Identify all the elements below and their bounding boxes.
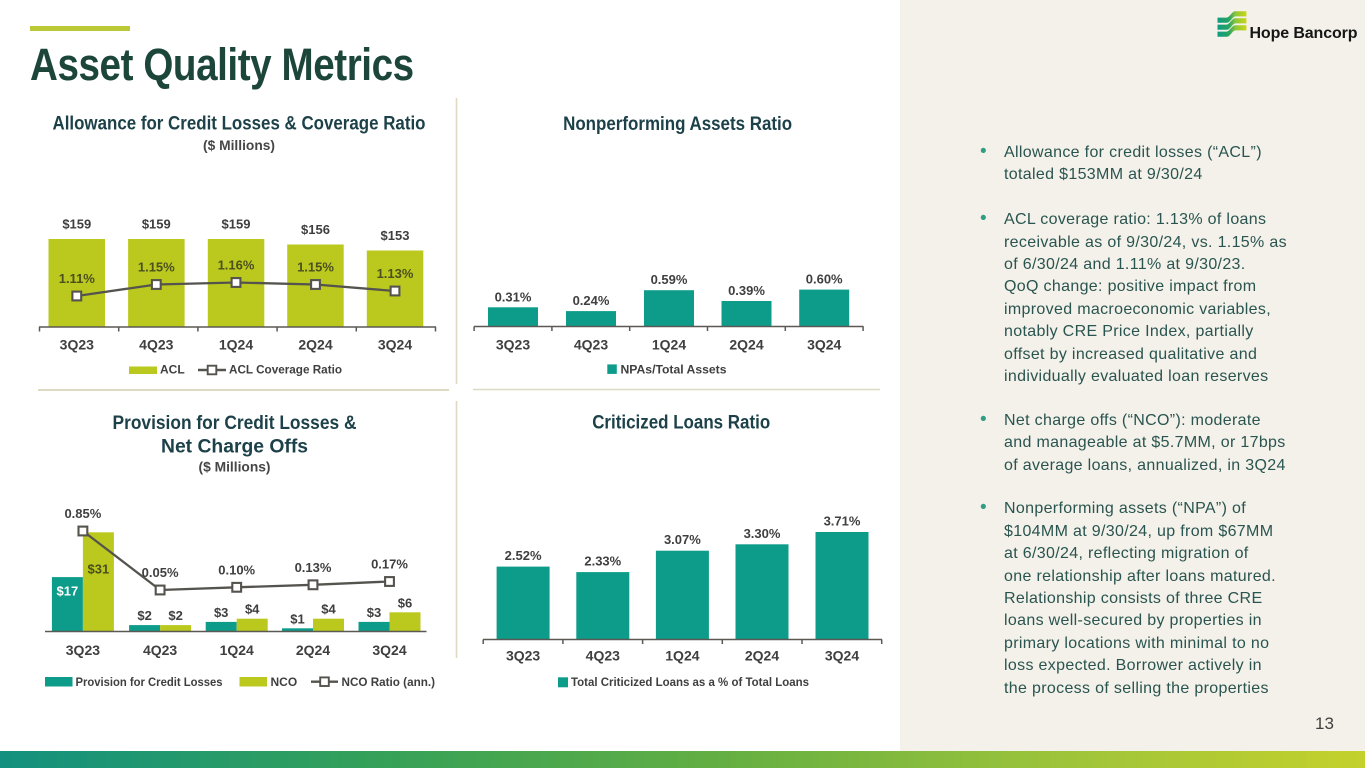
svg-text:0.31%: 0.31%	[495, 289, 532, 304]
svg-text:1.15%: 1.15%	[297, 259, 334, 274]
svg-text:2.33%: 2.33%	[584, 554, 621, 569]
svg-text:3Q23: 3Q23	[506, 648, 540, 664]
svg-text:$159: $159	[62, 217, 91, 232]
svg-text:($ Millions): ($ Millions)	[199, 460, 271, 475]
svg-text:0.05%: 0.05%	[142, 565, 179, 580]
svg-text:0.10%: 0.10%	[218, 562, 255, 577]
svg-text:0.39%: 0.39%	[728, 283, 765, 298]
svg-text:ACL: ACL	[160, 363, 185, 377]
svg-text:Provision for Credit Losses: Provision for Credit Losses	[76, 675, 223, 689]
svg-text:2.52%: 2.52%	[505, 548, 542, 563]
svg-text:1.16%: 1.16%	[218, 257, 255, 272]
svg-text:Nonperforming Assets Ratio: Nonperforming Assets Ratio	[563, 114, 792, 135]
svg-text:0.17%: 0.17%	[371, 557, 408, 572]
svg-text:2Q24: 2Q24	[298, 337, 332, 353]
svg-text:$156: $156	[301, 222, 330, 237]
svg-text:$1: $1	[290, 611, 304, 626]
svg-text:2Q24: 2Q24	[296, 642, 330, 658]
svg-text:1Q24: 1Q24	[220, 642, 254, 658]
svg-text:($ Millions): ($ Millions)	[203, 138, 275, 153]
svg-text:Allowance for Credit Losses &: Allowance for Credit Losses & Coverage R…	[53, 114, 426, 135]
svg-text:NPAs/Total Assets: NPAs/Total Assets	[621, 363, 727, 377]
svg-text:Net Charge Offs: Net Charge Offs	[161, 437, 308, 458]
svg-text:0.60%: 0.60%	[806, 272, 843, 287]
svg-text:2Q24: 2Q24	[729, 337, 763, 353]
svg-text:0.13%: 0.13%	[295, 560, 332, 575]
svg-text:4Q23: 4Q23	[139, 337, 173, 353]
svg-text:$4: $4	[245, 602, 260, 617]
svg-text:4Q23: 4Q23	[143, 642, 177, 658]
svg-text:4Q23: 4Q23	[586, 648, 620, 664]
svg-text:$17: $17	[57, 584, 79, 599]
svg-text:1.15%: 1.15%	[138, 259, 175, 274]
svg-text:3Q24: 3Q24	[825, 648, 859, 664]
svg-text:$159: $159	[222, 217, 251, 232]
svg-text:$3: $3	[367, 605, 381, 620]
svg-text:Total Criticized Loans as a %: Total Criticized Loans as a % of Total L…	[571, 675, 809, 689]
svg-text:3Q24: 3Q24	[372, 642, 406, 658]
svg-text:$31: $31	[88, 562, 110, 577]
svg-text:0.24%: 0.24%	[573, 293, 610, 308]
svg-text:0.59%: 0.59%	[651, 272, 688, 287]
svg-text:4Q23: 4Q23	[574, 337, 608, 353]
svg-text:1.13%: 1.13%	[377, 266, 414, 281]
svg-text:3Q24: 3Q24	[807, 337, 841, 353]
svg-text:3Q24: 3Q24	[378, 337, 412, 353]
svg-text:$159: $159	[142, 217, 171, 232]
svg-text:$6: $6	[398, 595, 412, 610]
svg-text:1Q24: 1Q24	[219, 337, 253, 353]
svg-text:Criticized Loans Ratio: Criticized Loans Ratio	[592, 412, 770, 433]
svg-text:$4: $4	[321, 602, 336, 617]
svg-text:$3: $3	[214, 605, 228, 620]
svg-text:3.30%: 3.30%	[744, 526, 781, 541]
svg-text:Provision for Credit Losses &: Provision for Credit Losses &	[113, 413, 357, 434]
svg-text:3Q23: 3Q23	[66, 642, 100, 658]
svg-text:1Q24: 1Q24	[652, 337, 686, 353]
svg-text:3Q23: 3Q23	[60, 337, 94, 353]
svg-text:1Q24: 1Q24	[665, 648, 699, 664]
svg-text:NCO Ratio (ann.): NCO Ratio (ann.)	[342, 675, 436, 689]
svg-text:3.71%: 3.71%	[824, 514, 861, 529]
svg-text:1.11%: 1.11%	[59, 271, 96, 286]
svg-text:NCO: NCO	[271, 675, 298, 689]
svg-text:2Q24: 2Q24	[745, 648, 779, 664]
svg-text:3.07%: 3.07%	[664, 532, 701, 547]
svg-text:$153: $153	[381, 228, 410, 243]
svg-text:3Q23: 3Q23	[496, 337, 530, 353]
svg-text:$2: $2	[168, 608, 182, 623]
svg-text:ACL Coverage Ratio: ACL Coverage Ratio	[229, 363, 342, 377]
svg-text:0.85%: 0.85%	[64, 506, 101, 521]
svg-text:$2: $2	[137, 608, 151, 623]
